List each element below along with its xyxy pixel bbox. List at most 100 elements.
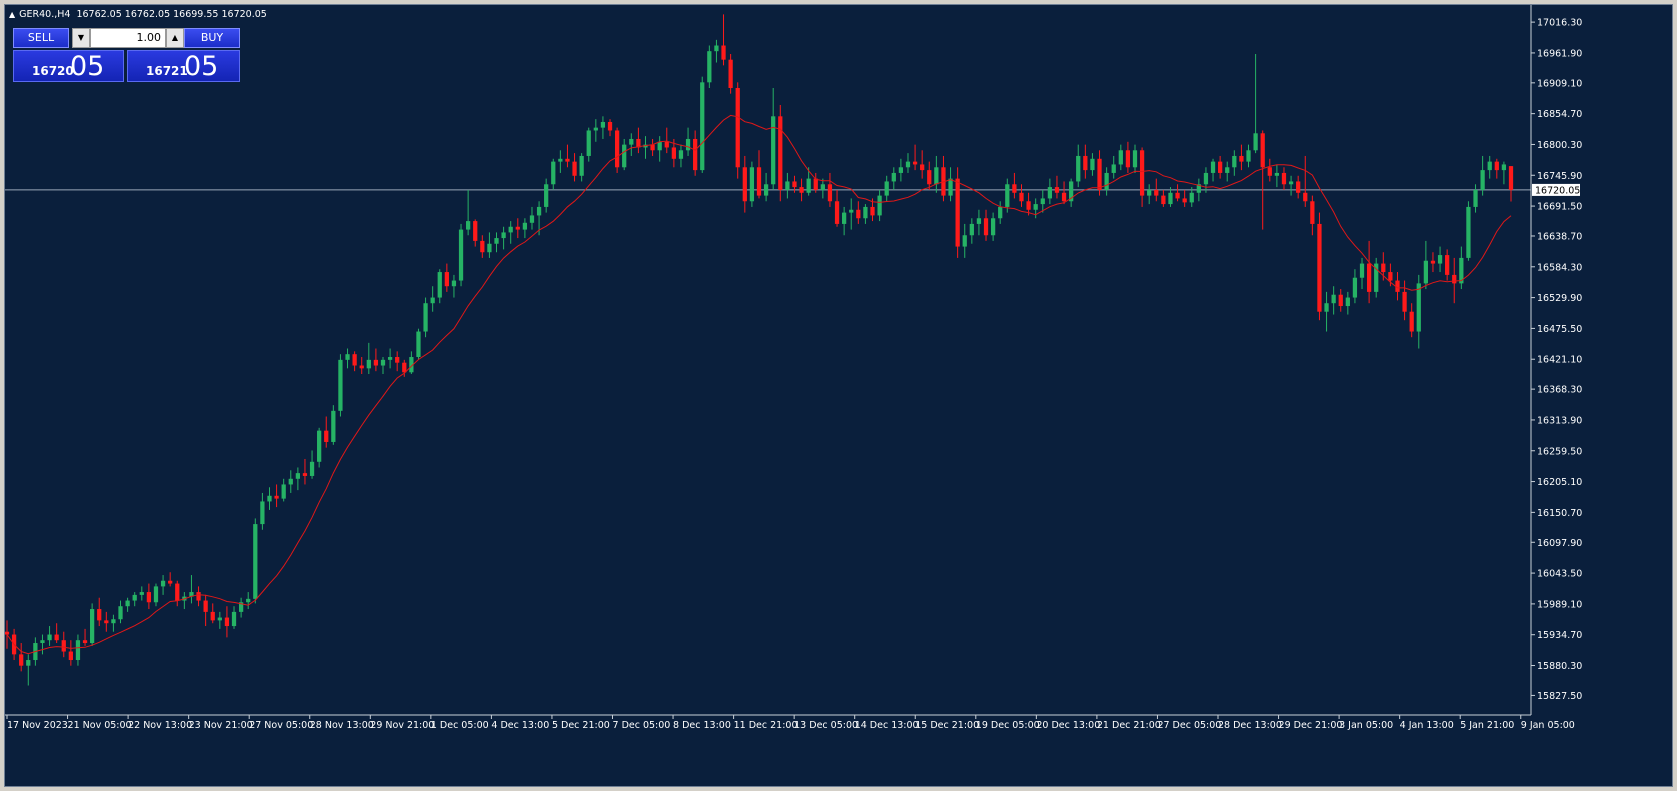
- candle: [61, 631, 66, 658]
- sell-button[interactable]: SELL: [13, 28, 69, 48]
- candle: [1111, 155, 1116, 179]
- candle: [1196, 178, 1201, 202]
- candle-body: [1232, 155, 1237, 168]
- candle: [352, 351, 357, 372]
- candle-body: [288, 478, 293, 485]
- candle-body: [1097, 158, 1102, 190]
- candle-body: [231, 611, 237, 627]
- candle: [430, 286, 435, 312]
- x-tick-label: 28 Dec 13:00: [1218, 720, 1282, 731]
- candle: [1232, 150, 1237, 176]
- candle-body: [1154, 189, 1159, 196]
- candle-body: [1175, 192, 1180, 199]
- candle-body: [834, 201, 840, 224]
- candle: [1288, 175, 1294, 196]
- candle-body: [920, 164, 925, 171]
- candle-body: [650, 144, 655, 151]
- candle-body: [891, 172, 896, 182]
- candle: [253, 518, 258, 604]
- collapse-triangle-icon[interactable]: ▲: [9, 10, 16, 19]
- candle-body: [168, 580, 173, 584]
- candle-body: [82, 640, 88, 644]
- candle-body: [90, 609, 95, 644]
- candlestick-chart[interactable]: 17016.30 16961.90 16909.10 16854.70 16800.30…: [5, 5, 1673, 787]
- candle-body: [593, 127, 598, 131]
- buy-price-pips: 05: [184, 51, 219, 82]
- moving-average-line: [6, 114, 1512, 655]
- candle-body: [1338, 294, 1343, 307]
- candle-body: [948, 178, 953, 196]
- candle-body: [1218, 161, 1223, 173]
- candle: [1480, 155, 1485, 196]
- candle: [636, 127, 641, 154]
- buy-button[interactable]: BUY: [184, 28, 240, 48]
- candle: [650, 138, 655, 156]
- lot-decrease-icon[interactable]: ▼: [72, 28, 90, 48]
- x-tick-label: 29 Nov 21:00: [370, 720, 434, 731]
- candle-body: [1012, 184, 1017, 193]
- candle-body: [1345, 297, 1350, 307]
- candle: [1296, 175, 1301, 199]
- candle-body: [61, 640, 66, 652]
- candle: [19, 643, 24, 672]
- candle-body: [387, 357, 393, 360]
- candle-body: [366, 359, 371, 369]
- candle: [700, 76, 705, 173]
- candle: [820, 178, 825, 199]
- candle: [238, 597, 244, 618]
- candle-body: [494, 238, 499, 244]
- buy-price-main: 16721: [146, 64, 188, 78]
- candle-body: [1359, 263, 1365, 278]
- candle-body: [309, 461, 315, 476]
- candle-body: [409, 357, 414, 373]
- x-tick-label: 20 Dec 13:00: [1036, 720, 1100, 731]
- candle: [1012, 172, 1017, 199]
- candle: [1061, 181, 1067, 205]
- lot-size-input[interactable]: 1.00: [90, 28, 166, 48]
- candle-body: [579, 155, 584, 176]
- x-tick-label: 17 Nov 2023: [7, 720, 68, 731]
- candle: [1416, 274, 1421, 349]
- candle-body: [572, 161, 577, 176]
- candle-body: [1239, 155, 1244, 162]
- x-tick-label: 4 Jan 13:00: [1400, 720, 1454, 731]
- candle-body: [1026, 201, 1031, 210]
- candle: [189, 575, 194, 604]
- candle: [47, 626, 52, 646]
- candle: [1005, 178, 1010, 213]
- candle-body: [1402, 291, 1407, 312]
- candle: [146, 583, 152, 610]
- candle: [1345, 291, 1350, 315]
- sell-price-pips: 05: [70, 51, 105, 82]
- y-tick-label: 16205.10: [1537, 477, 1582, 488]
- y-tick-label: 16800.30: [1537, 140, 1582, 151]
- lot-increase-icon[interactable]: ▲: [166, 28, 184, 48]
- buy-price-box[interactable]: 16721 05: [127, 50, 240, 82]
- candle: [834, 189, 840, 227]
- candle: [395, 351, 400, 372]
- sell-price-box[interactable]: 16720 05: [13, 50, 124, 82]
- chart-window[interactable]: 17016.30 16961.90 16909.10 16854.70 16800.30…: [4, 4, 1673, 787]
- candle-body: [813, 178, 818, 190]
- candle-body: [1260, 133, 1265, 168]
- candle: [529, 206, 535, 230]
- candle: [75, 634, 81, 666]
- candle-body: [1111, 164, 1116, 173]
- y-tick-label: 16097.90: [1537, 538, 1582, 549]
- candle-body: [1374, 263, 1379, 292]
- candle: [898, 158, 904, 182]
- candle: [877, 189, 882, 222]
- candle: [1459, 246, 1464, 290]
- candle: [600, 116, 606, 139]
- candle: [905, 153, 911, 173]
- y-tick-label: 15827.50: [1537, 691, 1582, 702]
- candle-body: [1161, 195, 1166, 205]
- candle-body: [778, 116, 783, 190]
- candle-body: [380, 359, 386, 366]
- candle: [1019, 184, 1024, 207]
- candle: [139, 586, 144, 601]
- candle-body: [1381, 263, 1386, 273]
- x-tick-label: 28 Nov 13:00: [310, 720, 374, 731]
- one-click-trading-panel: SELL ▼ 1.00 ▲ BUY 16720 05 16721 05: [9, 24, 240, 82]
- candle: [657, 136, 662, 162]
